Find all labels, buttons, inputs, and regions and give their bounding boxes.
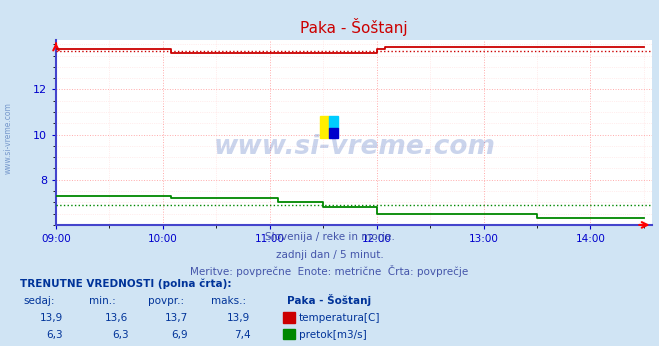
Text: 6,9: 6,9 (171, 330, 188, 340)
Text: pretok[m3/s]: pretok[m3/s] (299, 330, 367, 340)
Title: Paka - Šoštanj: Paka - Šoštanj (301, 18, 408, 36)
Text: sedaj:: sedaj: (23, 296, 55, 306)
Text: www.si-vreme.com: www.si-vreme.com (214, 134, 495, 160)
Text: 6,3: 6,3 (46, 330, 63, 340)
Text: www.si-vreme.com: www.si-vreme.com (3, 102, 13, 174)
Text: Paka - Šoštanj: Paka - Šoštanj (287, 294, 371, 306)
Text: 7,4: 7,4 (234, 330, 250, 340)
Text: maks.:: maks.: (211, 296, 246, 306)
Text: 13,7: 13,7 (165, 313, 188, 323)
Text: zadnji dan / 5 minut.: zadnji dan / 5 minut. (275, 250, 384, 260)
Text: temperatura[C]: temperatura[C] (299, 313, 381, 323)
Text: 13,6: 13,6 (105, 313, 129, 323)
Text: 6,3: 6,3 (112, 330, 129, 340)
Text: povpr.:: povpr.: (148, 296, 185, 306)
Text: TRENUTNE VREDNOSTI (polna črta):: TRENUTNE VREDNOSTI (polna črta): (20, 279, 231, 289)
Text: Meritve: povprečne  Enote: metrične  Črta: povprečje: Meritve: povprečne Enote: metrične Črta:… (190, 265, 469, 277)
Text: min.:: min.: (89, 296, 116, 306)
Text: Slovenija / reke in morje.: Slovenija / reke in morje. (264, 233, 395, 243)
Text: 13,9: 13,9 (227, 313, 250, 323)
Text: 13,9: 13,9 (40, 313, 63, 323)
